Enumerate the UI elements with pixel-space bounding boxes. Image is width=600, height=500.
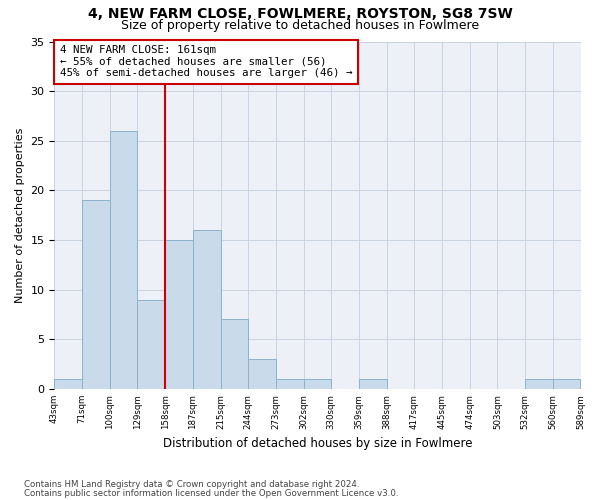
Bar <box>165 240 193 389</box>
Bar <box>82 200 110 389</box>
Bar <box>553 379 580 389</box>
Bar <box>304 379 331 389</box>
Text: Contains public sector information licensed under the Open Government Licence v3: Contains public sector information licen… <box>24 489 398 498</box>
Text: 4, NEW FARM CLOSE, FOWLMERE, ROYSTON, SG8 7SW: 4, NEW FARM CLOSE, FOWLMERE, ROYSTON, SG… <box>88 8 512 22</box>
Y-axis label: Number of detached properties: Number of detached properties <box>15 128 25 303</box>
Bar <box>359 379 386 389</box>
Bar <box>110 131 137 389</box>
Text: 4 NEW FARM CLOSE: 161sqm
← 55% of detached houses are smaller (56)
45% of semi-d: 4 NEW FARM CLOSE: 161sqm ← 55% of detach… <box>59 45 352 78</box>
Text: Contains HM Land Registry data © Crown copyright and database right 2024.: Contains HM Land Registry data © Crown c… <box>24 480 359 489</box>
Bar <box>525 379 553 389</box>
Bar <box>276 379 304 389</box>
Bar <box>248 359 276 389</box>
Text: Size of property relative to detached houses in Fowlmere: Size of property relative to detached ho… <box>121 19 479 32</box>
Bar <box>221 320 248 389</box>
Bar <box>193 230 221 389</box>
Bar <box>55 379 82 389</box>
X-axis label: Distribution of detached houses by size in Fowlmere: Distribution of detached houses by size … <box>163 437 472 450</box>
Bar <box>137 300 165 389</box>
